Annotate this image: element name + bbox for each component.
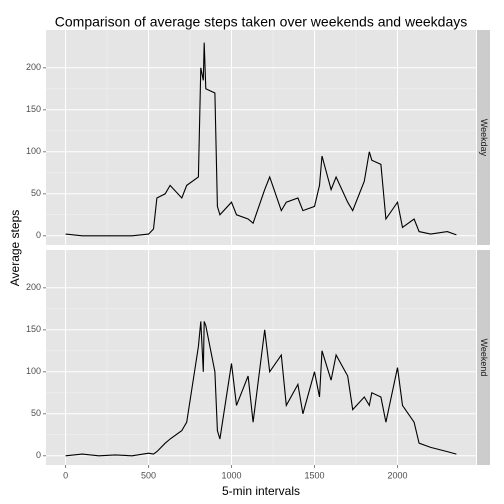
x-tick-label: 500	[141, 470, 156, 480]
panel-background	[46, 30, 476, 245]
facet-strip	[477, 30, 490, 245]
y-tick-label: 150	[26, 324, 41, 334]
facet-strip	[477, 250, 490, 465]
x-tick-label: 1000	[222, 470, 242, 480]
y-tick-label: 150	[26, 104, 41, 114]
data-line	[65, 321, 457, 457]
facet-label: Weekend	[479, 339, 489, 377]
y-tick-label: 0	[36, 230, 41, 240]
y-tick-label: 50	[31, 408, 41, 418]
x-tick-label: 2000	[387, 470, 407, 480]
y-axis-label: Average steps	[8, 210, 22, 287]
y-tick-label: 0	[36, 450, 41, 460]
x-axis-label: 5-min intervals	[222, 484, 300, 498]
data-line	[65, 42, 457, 237]
facet-label: Weekday	[479, 119, 489, 157]
y-tick-label: 50	[31, 188, 41, 198]
chart-title: Comparison of average steps taken over w…	[55, 14, 467, 30]
y-tick-label: 200	[26, 62, 41, 72]
y-tick-label: 200	[26, 282, 41, 292]
y-tick-label: 100	[26, 366, 41, 376]
x-tick-label: 0	[63, 470, 68, 480]
y-tick-label: 100	[26, 146, 41, 156]
x-tick-label: 1500	[305, 470, 325, 480]
